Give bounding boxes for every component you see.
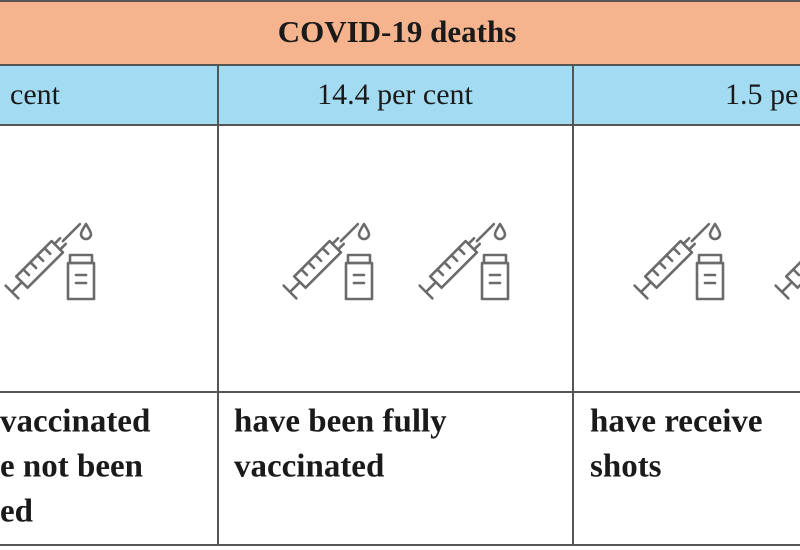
description: shots xyxy=(590,449,662,485)
header-row xyxy=(0,65,800,125)
description: have receive xyxy=(590,404,763,440)
description: e not been xyxy=(0,449,143,485)
description: vaccinated xyxy=(0,404,150,440)
title-row xyxy=(0,0,800,65)
header-cell: 14.4 per cent xyxy=(317,78,473,111)
description: have been fully xyxy=(234,404,447,440)
header-cell: 1.5 pe xyxy=(725,78,798,111)
description: ed xyxy=(0,494,33,530)
table-title: COVID-19 deaths xyxy=(278,14,517,49)
description: vaccinated xyxy=(234,449,384,485)
header-cell: cent xyxy=(10,78,61,111)
icons xyxy=(4,216,800,301)
